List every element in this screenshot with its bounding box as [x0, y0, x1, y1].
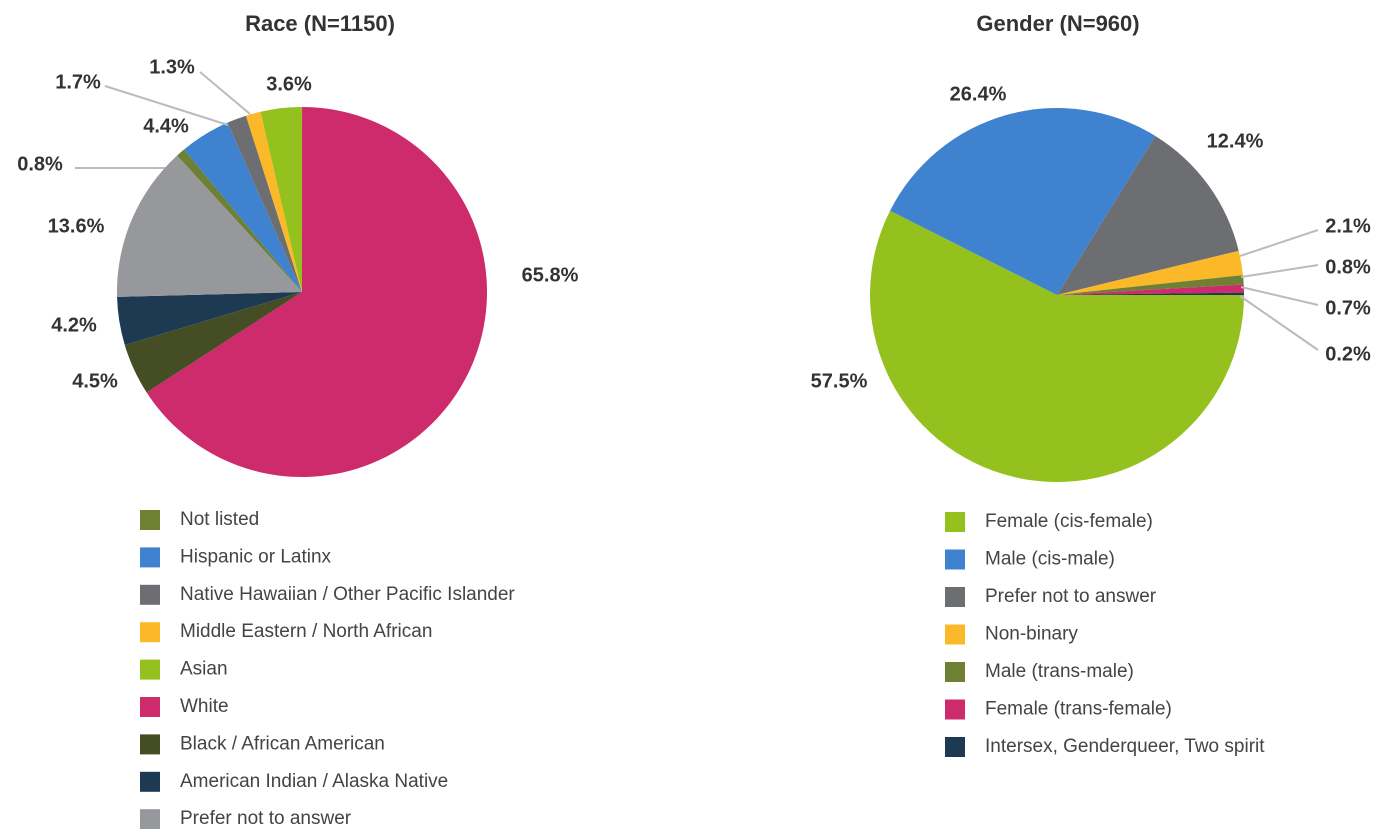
legend-swatch: [945, 624, 965, 645]
legend-swatch: [140, 809, 160, 829]
data-label: 26.4%: [950, 83, 1007, 105]
legend-swatch: [140, 734, 160, 755]
pie-slice: [1057, 292, 1244, 295]
data-label: 0.2%: [1325, 343, 1371, 365]
pie-slice: [1057, 135, 1239, 295]
legend-swatch: [945, 549, 965, 570]
legend-label: Not listed: [180, 509, 259, 530]
legend-label: Asian: [180, 659, 228, 680]
pie-slice: [260, 107, 303, 292]
legend-label: White: [180, 696, 229, 717]
legend-label: Female (cis-female): [985, 511, 1153, 532]
legend-label: Black / African American: [180, 733, 385, 754]
legend-swatch: [945, 737, 965, 757]
leader-line: [1239, 295, 1319, 351]
data-label: 65.8%: [522, 264, 579, 286]
legend-swatch: [140, 547, 160, 568]
leader-line: [199, 71, 251, 115]
leader-line: [1240, 286, 1319, 306]
leader-line: [104, 85, 229, 126]
pie-slice: [184, 122, 302, 292]
legend-label: Middle Eastern / North African: [180, 621, 432, 642]
data-label: 0.8%: [17, 153, 63, 175]
chart-title: Gender (N=960): [976, 11, 1139, 36]
pie-slice: [177, 149, 302, 292]
leader-line: [1239, 229, 1319, 257]
legend-label: American Indian / Alaska Native: [180, 771, 448, 792]
data-label: 1.7%: [55, 71, 101, 93]
data-label: 4.4%: [143, 115, 189, 137]
pie-slice: [869, 210, 1244, 483]
data-label: 12.4%: [1207, 130, 1264, 152]
legend-label: Prefer not to answer: [985, 586, 1157, 607]
data-label: 4.5%: [72, 370, 118, 392]
data-label: 13.6%: [48, 215, 105, 237]
legend-label: Male (trans-male): [985, 661, 1134, 682]
legend-swatch: [140, 622, 160, 643]
pie-slice: [124, 292, 302, 393]
pie-slice: [245, 111, 302, 292]
legend-swatch: [140, 697, 160, 717]
legend-swatch: [140, 771, 160, 792]
legend-swatch: [945, 512, 965, 532]
data-label: 57.5%: [811, 370, 868, 392]
pie-slice: [1057, 250, 1243, 295]
legend-label: Female (trans-female): [985, 699, 1172, 720]
pie-slice: [227, 115, 302, 292]
chart-title: Race (N=1150): [245, 11, 395, 36]
legend-label: Hispanic or Latinx: [180, 546, 332, 567]
pie-slice: [117, 155, 302, 297]
legend-swatch: [945, 699, 965, 720]
data-label: 1.3%: [149, 56, 195, 78]
data-label: 4.2%: [51, 314, 97, 336]
data-label: 0.8%: [1325, 256, 1371, 278]
pie-slice: [146, 107, 488, 478]
legend-swatch: [945, 587, 965, 607]
legend-label: Non-binary: [985, 624, 1078, 645]
legend-swatch: [140, 510, 160, 530]
legend-swatch: [140, 659, 160, 680]
legend-label: Male (cis-male): [985, 549, 1115, 570]
legend-label: Native Hawaiian / Other Pacific Islander: [180, 584, 515, 605]
legend-swatch: [140, 584, 160, 605]
data-label: 3.6%: [266, 73, 312, 95]
pie-slice: [1057, 284, 1244, 295]
data-label: 2.1%: [1325, 215, 1371, 237]
pie-slice: [1057, 275, 1244, 295]
data-label: 0.7%: [1325, 297, 1371, 319]
legend-swatch: [945, 662, 965, 682]
pie-slice: [890, 108, 1156, 296]
legend-label: Prefer not to answer: [180, 808, 352, 829]
leader-line: [1240, 264, 1319, 278]
legend-label: Intersex, Genderqueer, Two spirit: [985, 736, 1265, 757]
pie-slice: [117, 292, 303, 345]
